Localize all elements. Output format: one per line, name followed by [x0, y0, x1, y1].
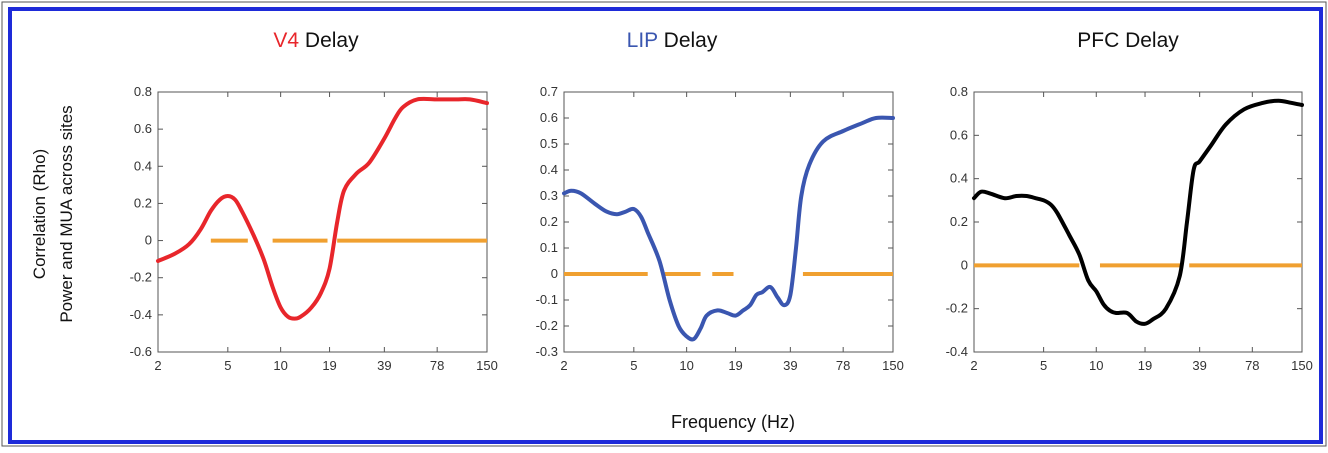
- v4-ytick-label: 0: [145, 233, 152, 248]
- v4-xtick-label: 78: [430, 358, 444, 373]
- pfc-xtick-label: 39: [1192, 358, 1206, 373]
- lip-ytick-label: -0.1: [536, 292, 558, 307]
- x-axis-label: Frequency (Hz): [671, 412, 795, 432]
- v4-axes-box: [157, 91, 488, 353]
- pfc-xtick-label: 5: [1040, 358, 1047, 373]
- v4-panel: V4 Delay -0.6 -0.4 -0.2 0 0.2 0.4 0.6 0.8 2 5 10 19 3…: [130, 29, 498, 373]
- pfc-xtick-label: 19: [1138, 358, 1152, 373]
- pfc-ytick-label: -0.2: [946, 301, 968, 316]
- y-axis-label-line2: Power and MUA across sites: [57, 105, 76, 322]
- v4-ytick-label: -0.4: [130, 307, 152, 322]
- panels: V4 Delay -0.6 -0.4 -0.2 0 0.2 0.4 0.6 0.8 2 5 10 19 3…: [130, 29, 1313, 373]
- lip-correlation-line: [562, 115, 895, 342]
- lip-xtick-label: 150: [882, 358, 904, 373]
- lip-xtick-label: 39: [783, 358, 797, 373]
- lip-ytick-label: 0.3: [540, 188, 558, 203]
- lip-ytick-label: 0: [551, 266, 558, 281]
- y-axis-label-line1: Correlation (Rho): [30, 149, 49, 279]
- lip-xtick-label: 78: [836, 358, 850, 373]
- pfc-xtick-label: 150: [1291, 358, 1313, 373]
- figure-border: [8, 7, 1323, 444]
- lip-ytick-label: -0.2: [536, 318, 558, 333]
- lip-xtick-label: 10: [679, 358, 693, 373]
- v4-xtick-label: 39: [377, 358, 391, 373]
- pfc-title: PFC Delay: [1077, 29, 1179, 52]
- pfc-ytick-label: -0.4: [946, 344, 968, 359]
- v4-ytick-label: 0.4: [134, 158, 152, 173]
- lip-ytick-label: 0.1: [540, 240, 558, 255]
- v4-xtick-label: 10: [273, 358, 287, 373]
- v4-ytick-label: 0.2: [134, 195, 152, 210]
- lip-ytick-label: 0.2: [540, 214, 558, 229]
- lip-title-suffix: Delay: [658, 29, 718, 52]
- pfc-xtick-label: 78: [1245, 358, 1259, 373]
- lip-xtick-label: 19: [728, 358, 742, 373]
- v4-ytick-label: -0.6: [130, 344, 152, 359]
- v4-xtick-label: 5: [224, 358, 231, 373]
- lip-title-area: LIP: [627, 29, 658, 52]
- pfc-ytick-label: 0.8: [950, 84, 968, 99]
- v4-title-suffix: Delay: [299, 29, 359, 52]
- v4-xtick-label: 19: [322, 358, 336, 373]
- y-axis-label: Correlation (Rho) Power and MUA across s…: [30, 105, 76, 322]
- pfc-panel: PFC Delay -0.4 -0.2 0 0.2 0.4 0.6 0.8 2 5 10 19 39 78…: [946, 29, 1313, 373]
- lip-xtick-label: 2: [560, 358, 567, 373]
- pfc-xtick-label: 2: [970, 358, 977, 373]
- v4-ytick-label: -0.2: [130, 270, 152, 285]
- lip-xtick-label: 5: [630, 358, 637, 373]
- lip-panel: LIP Delay -0.3 -0.2 -0.1 0 0.1 0.2 0.3 0.4 0.5 0.6…: [536, 29, 904, 373]
- pfc-ytick-label: 0.4: [950, 171, 968, 186]
- v4-xtick-label: 150: [476, 358, 498, 373]
- pfc-ytick-label: 0.2: [950, 214, 968, 229]
- pfc-ytick-label: 0: [961, 257, 968, 272]
- pfc-axes-box: [973, 91, 1303, 353]
- v4-xtick-label: 2: [154, 358, 161, 373]
- lip-title: LIP Delay: [627, 29, 718, 52]
- pfc-ytick-label: 0.6: [950, 127, 968, 142]
- lip-ytick-label: 0.5: [540, 136, 558, 151]
- v4-ytick-label: 0.8: [134, 84, 152, 99]
- lip-ytick-label: 0.4: [540, 162, 558, 177]
- pfc-title-area: PFC: [1077, 29, 1119, 52]
- pfc-correlation-line: [972, 98, 1304, 326]
- lip-ytick-label: 0.7: [540, 84, 558, 99]
- v4-ytick-label: 0.6: [134, 121, 152, 136]
- v4-title-area: V4: [273, 29, 299, 52]
- pfc-title-suffix: Delay: [1119, 29, 1179, 52]
- lip-ytick-label: 0.6: [540, 110, 558, 125]
- v4-correlation-line: [156, 96, 489, 321]
- v4-title: V4 Delay: [273, 29, 359, 52]
- pfc-xtick-label: 10: [1089, 358, 1103, 373]
- lip-ytick-label: -0.3: [536, 344, 558, 359]
